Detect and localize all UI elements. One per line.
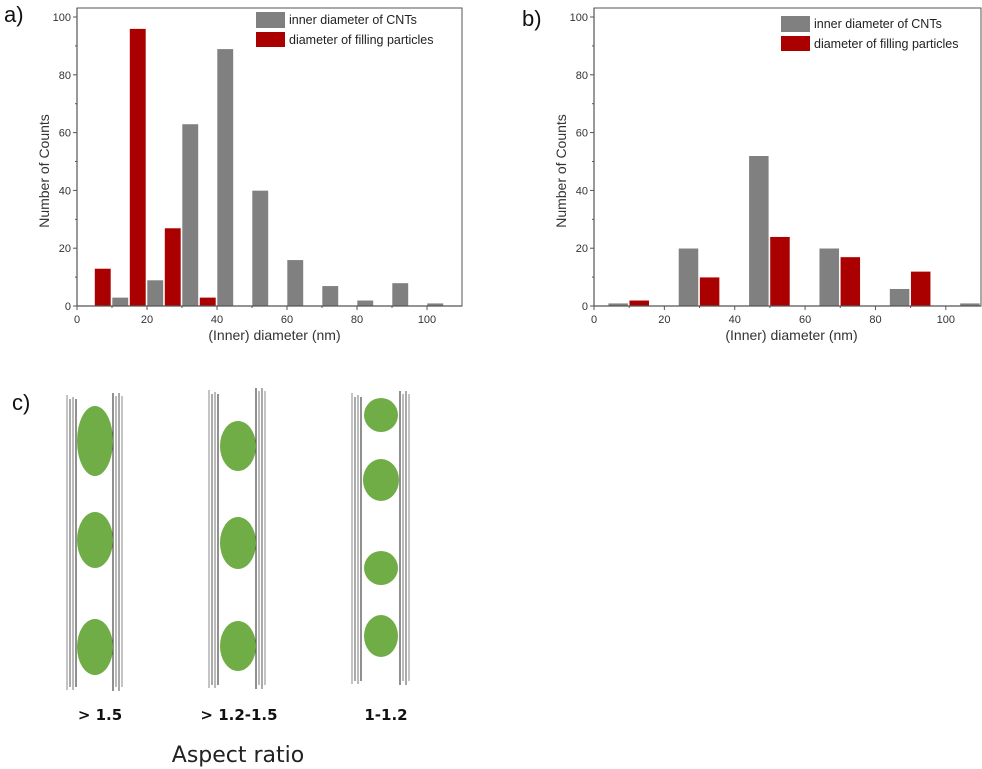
legend-swatch-cnt <box>781 16 810 32</box>
histogram-chart-a: 0 20 40 60 80 100 0 20 40 60 80 100 (Inner) diameter… <box>36 7 463 343</box>
x-tick-label: 60 <box>799 314 811 326</box>
filling-particle <box>364 615 398 657</box>
filling-particle <box>364 398 398 432</box>
filling-particle <box>77 619 113 675</box>
x-tick-label: 40 <box>729 314 741 326</box>
x-tick-label: 80 <box>351 314 363 326</box>
nanotube-3 <box>351 391 410 685</box>
y-tick-label: 80 <box>576 70 588 82</box>
legend-swatch-particles <box>781 36 810 51</box>
x-axis-title: (Inner) diameter (nm) <box>725 327 857 343</box>
legend-label-cnt: inner diameter of CNTs <box>814 17 942 31</box>
aspect-ratio-label: 1-1.2 <box>364 706 407 724</box>
aspect-ratio-label: > 1.5 <box>78 706 122 724</box>
y-tick-label: 80 <box>59 70 71 82</box>
filling-particle <box>77 512 113 568</box>
y-tick-label: 0 <box>65 301 71 313</box>
filling-particle <box>364 551 398 585</box>
filling-particle <box>77 406 113 476</box>
x-tick-label: 100 <box>418 314 436 326</box>
filling-particle <box>220 621 256 671</box>
nanotube-2 <box>208 388 266 689</box>
x-tick-label: 20 <box>141 314 153 326</box>
y-tick-label: 20 <box>576 243 588 255</box>
x-tick-label: 0 <box>591 314 597 326</box>
panel-label-a: a) <box>4 2 24 27</box>
y-axis-title: Number of Counts <box>553 114 569 228</box>
x-tick-label: 80 <box>869 314 881 326</box>
aspect-ratio-label: > 1.2-1.5 <box>200 706 277 724</box>
y-tick-label: 40 <box>59 185 71 197</box>
histogram-chart-b: 0 20 40 60 80 100 0 20 40 60 80 100 (Inner) diameter… <box>553 7 982 343</box>
y-tick-label: 0 <box>582 301 588 313</box>
legend-swatch-particles <box>256 32 285 47</box>
y-axis-title: Number of Counts <box>36 114 52 228</box>
y-tick-label: 40 <box>576 185 588 197</box>
y-tick-label: 100 <box>570 12 588 24</box>
legend-label-particles: diameter of filling particles <box>289 33 434 47</box>
y-tick-label: 20 <box>59 243 71 255</box>
filling-particle <box>363 459 399 501</box>
x-tick-label: 20 <box>658 314 670 326</box>
x-tick-label: 40 <box>211 314 223 326</box>
x-tick-label: 0 <box>74 314 80 326</box>
y-tick-label: 60 <box>59 128 71 140</box>
panel-label-b: b) <box>522 6 542 31</box>
x-tick-label: 60 <box>281 314 293 326</box>
y-tick-label: 100 <box>53 12 71 24</box>
legend-swatch-cnt <box>256 12 285 28</box>
x-tick-label: 100 <box>937 314 955 326</box>
nanotube-1 <box>66 393 123 691</box>
x-axis-title: (Inner) diameter (nm) <box>208 327 340 343</box>
aspect-ratio-title: Aspect ratio <box>172 743 304 768</box>
legend-label-cnt: inner diameter of CNTs <box>289 13 417 27</box>
filling-particle <box>220 517 256 569</box>
filling-particle <box>220 421 256 471</box>
y-tick-label: 60 <box>576 128 588 140</box>
panel-label-c: c) <box>12 390 31 415</box>
legend-label-particles: diameter of filling particles <box>814 37 959 51</box>
